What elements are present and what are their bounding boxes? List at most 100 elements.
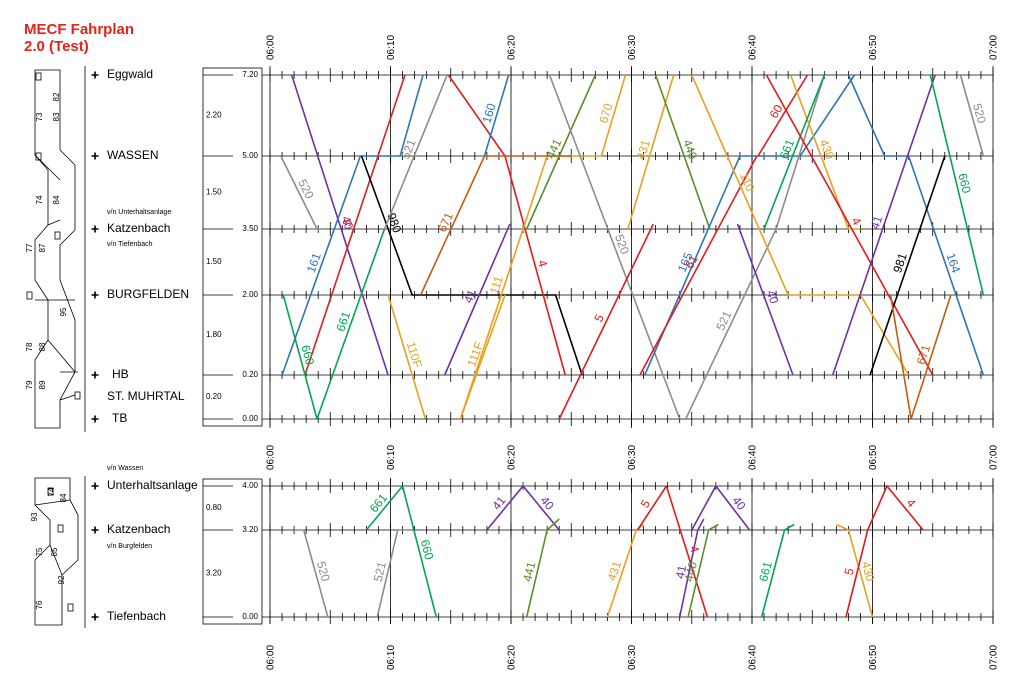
time-label: 06:20 xyxy=(507,645,518,670)
train-number: 441 xyxy=(543,136,564,160)
station-note: v/n Wassen xyxy=(107,465,143,472)
train-path xyxy=(644,74,856,376)
train-path xyxy=(736,223,794,376)
track-number: 84 xyxy=(59,493,68,502)
train-path xyxy=(483,74,510,157)
train-number: 520 xyxy=(970,102,989,125)
train-number: 111 xyxy=(487,274,506,296)
train-number: 520 xyxy=(295,177,317,201)
track-number: 87 xyxy=(38,243,47,252)
train-number: 660 xyxy=(955,172,973,195)
train-number: 40 xyxy=(537,493,556,512)
track-number: 79 xyxy=(25,380,34,389)
time-label: 06:30 xyxy=(627,35,638,60)
train-path xyxy=(282,294,318,420)
station-note: v/n Unterhaltsanlage xyxy=(107,209,171,216)
km-label: 0.20 xyxy=(242,370,258,379)
track-number: 74 xyxy=(35,195,44,204)
train-path xyxy=(376,529,409,618)
train-number: 41 xyxy=(489,493,508,512)
station-name: TB xyxy=(112,411,127,425)
train-path xyxy=(443,223,511,376)
time-label: 06:00 xyxy=(266,645,277,670)
track-number: 83 xyxy=(52,112,61,121)
train-path xyxy=(757,74,809,157)
train-number: 4 xyxy=(849,215,865,228)
train-path xyxy=(639,155,758,376)
train-path xyxy=(687,523,719,618)
track-number: 93 xyxy=(30,512,39,521)
train-number: 41 xyxy=(461,287,479,305)
train-path xyxy=(959,74,985,157)
track-number: 77 xyxy=(25,243,34,252)
train-path xyxy=(691,484,751,531)
train-path xyxy=(383,74,448,230)
train-number: 5 xyxy=(842,566,857,576)
train-path xyxy=(548,74,681,420)
station-marker xyxy=(91,526,99,534)
train-number: 440 xyxy=(680,138,700,162)
station-name: Katzenbach xyxy=(107,522,170,536)
km-label: 0.00 xyxy=(242,612,258,621)
section-length: 2.20 xyxy=(206,111,222,120)
train-number: 670 xyxy=(596,101,615,124)
train-path xyxy=(760,523,795,618)
train-path xyxy=(845,529,869,618)
train-path xyxy=(889,294,952,420)
track-number: 82 xyxy=(52,92,61,101)
train-path xyxy=(606,523,645,618)
train-number: 40 xyxy=(729,494,748,513)
track-number: 78 xyxy=(25,342,34,351)
section-length: 0.20 xyxy=(206,392,222,401)
time-label: 07:00 xyxy=(989,645,1000,670)
train-path xyxy=(847,74,985,376)
station-name: Tiefenbach xyxy=(107,609,166,623)
train-number: 661 xyxy=(777,137,797,161)
distance-box xyxy=(202,67,263,427)
time-label: 06:00 xyxy=(266,35,277,60)
station-marker xyxy=(91,371,99,379)
time-label: 06:30 xyxy=(627,445,638,470)
time-label: 06:50 xyxy=(868,445,879,470)
train-path xyxy=(304,74,406,376)
train-path xyxy=(525,74,597,230)
train-path xyxy=(636,485,668,531)
subtitle: 2.0 (Test) xyxy=(24,38,89,55)
train-path xyxy=(836,523,874,618)
train-number: 671 xyxy=(435,210,456,234)
track-number: 85 xyxy=(50,547,59,556)
km-label: 7.20 xyxy=(242,70,258,79)
train-path xyxy=(281,74,424,376)
train-path xyxy=(869,155,946,376)
train-path xyxy=(459,155,602,420)
track-number: 89 xyxy=(38,380,47,389)
train-number: 40 xyxy=(764,288,782,306)
distance-box xyxy=(202,478,263,625)
station-name: WASSEN xyxy=(107,148,159,162)
station-name: Katzenbach xyxy=(107,221,170,235)
train-number: 661 xyxy=(333,309,353,333)
train-path xyxy=(486,485,524,531)
section-length: 1.50 xyxy=(206,257,222,266)
title: MECF Fahrplan xyxy=(24,21,134,38)
section-length: 0.80 xyxy=(206,503,222,512)
track-schematic xyxy=(26,66,86,628)
train-path xyxy=(600,74,627,157)
station-marker xyxy=(91,613,99,621)
train-path xyxy=(294,529,329,618)
train-number: 661 xyxy=(367,491,391,516)
km-label: 0.00 xyxy=(242,414,258,423)
track-number: 73 xyxy=(35,112,44,121)
time-label: 06:10 xyxy=(386,445,397,470)
train-path xyxy=(387,294,427,420)
train-number: 521 xyxy=(371,560,389,583)
train-path xyxy=(290,74,389,376)
train-path xyxy=(627,74,675,230)
train-number: 981 xyxy=(890,251,910,275)
station-name: HB xyxy=(112,367,129,381)
train-number: 660 xyxy=(418,538,437,561)
train-number: 430 xyxy=(817,137,837,161)
train-path xyxy=(522,485,560,531)
train-number: 440 xyxy=(682,560,700,583)
